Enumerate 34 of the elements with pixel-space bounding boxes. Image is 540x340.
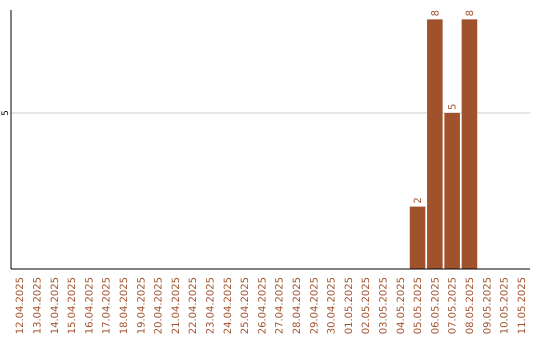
x-tick-label: 24.04.2025 [222,277,234,334]
x-tick-label: 18.04.2025 [118,277,130,334]
x-tick-label: 27.04.2025 [274,277,286,334]
x-tick-label: 19.04.2025 [136,277,148,334]
x-tick-label: 03.05.2025 [378,277,390,334]
x-tick-label: 28.04.2025 [292,277,303,334]
x-tick-label: 25.04.2025 [240,277,252,334]
x-tick-label: 22.04.2025 [188,277,200,334]
x-tick-label: 30.04.2025 [326,277,338,334]
data-label: 5 [448,104,459,110]
x-tick-label: 01.05.2025 [344,277,355,334]
x-tick-label: 29.04.2025 [309,277,320,334]
x-tick-label: 04.05.2025 [396,277,407,334]
data-label: 8 [464,10,476,16]
x-tick-label: 02.05.2025 [361,277,372,334]
x-tick-label: 05.05.2025 [413,277,424,334]
x-tick-label: 09.05.2025 [482,277,494,334]
x-tick-label: 08.05.2025 [464,277,476,334]
x-tick-label: 13.04.2025 [32,277,44,334]
x-tick-label: 21.04.2025 [170,277,182,334]
x-tick-label: 06.05.2025 [430,277,442,334]
x-tick-label: 20.04.2025 [154,277,165,334]
x-tick-label: 16.04.2025 [84,277,96,334]
x-tick-label: 17.04.2025 [102,277,113,334]
x-tick-label: 10.05.2025 [500,277,511,334]
x-tick-label: 15.04.2025 [67,277,78,334]
x-tick-label: 14.04.2025 [50,277,61,334]
data-label: 2 [413,197,424,204]
x-tick-label: 07.05.2025 [448,277,459,334]
x-tick-label: 11.05.2025 [516,277,528,334]
x-tick-label: 12.04.2025 [15,277,26,334]
x-tick-label: 23.04.2025 [205,277,216,334]
data-label: 8 [430,10,442,16]
x-tick-label: 26.04.2025 [257,277,268,334]
